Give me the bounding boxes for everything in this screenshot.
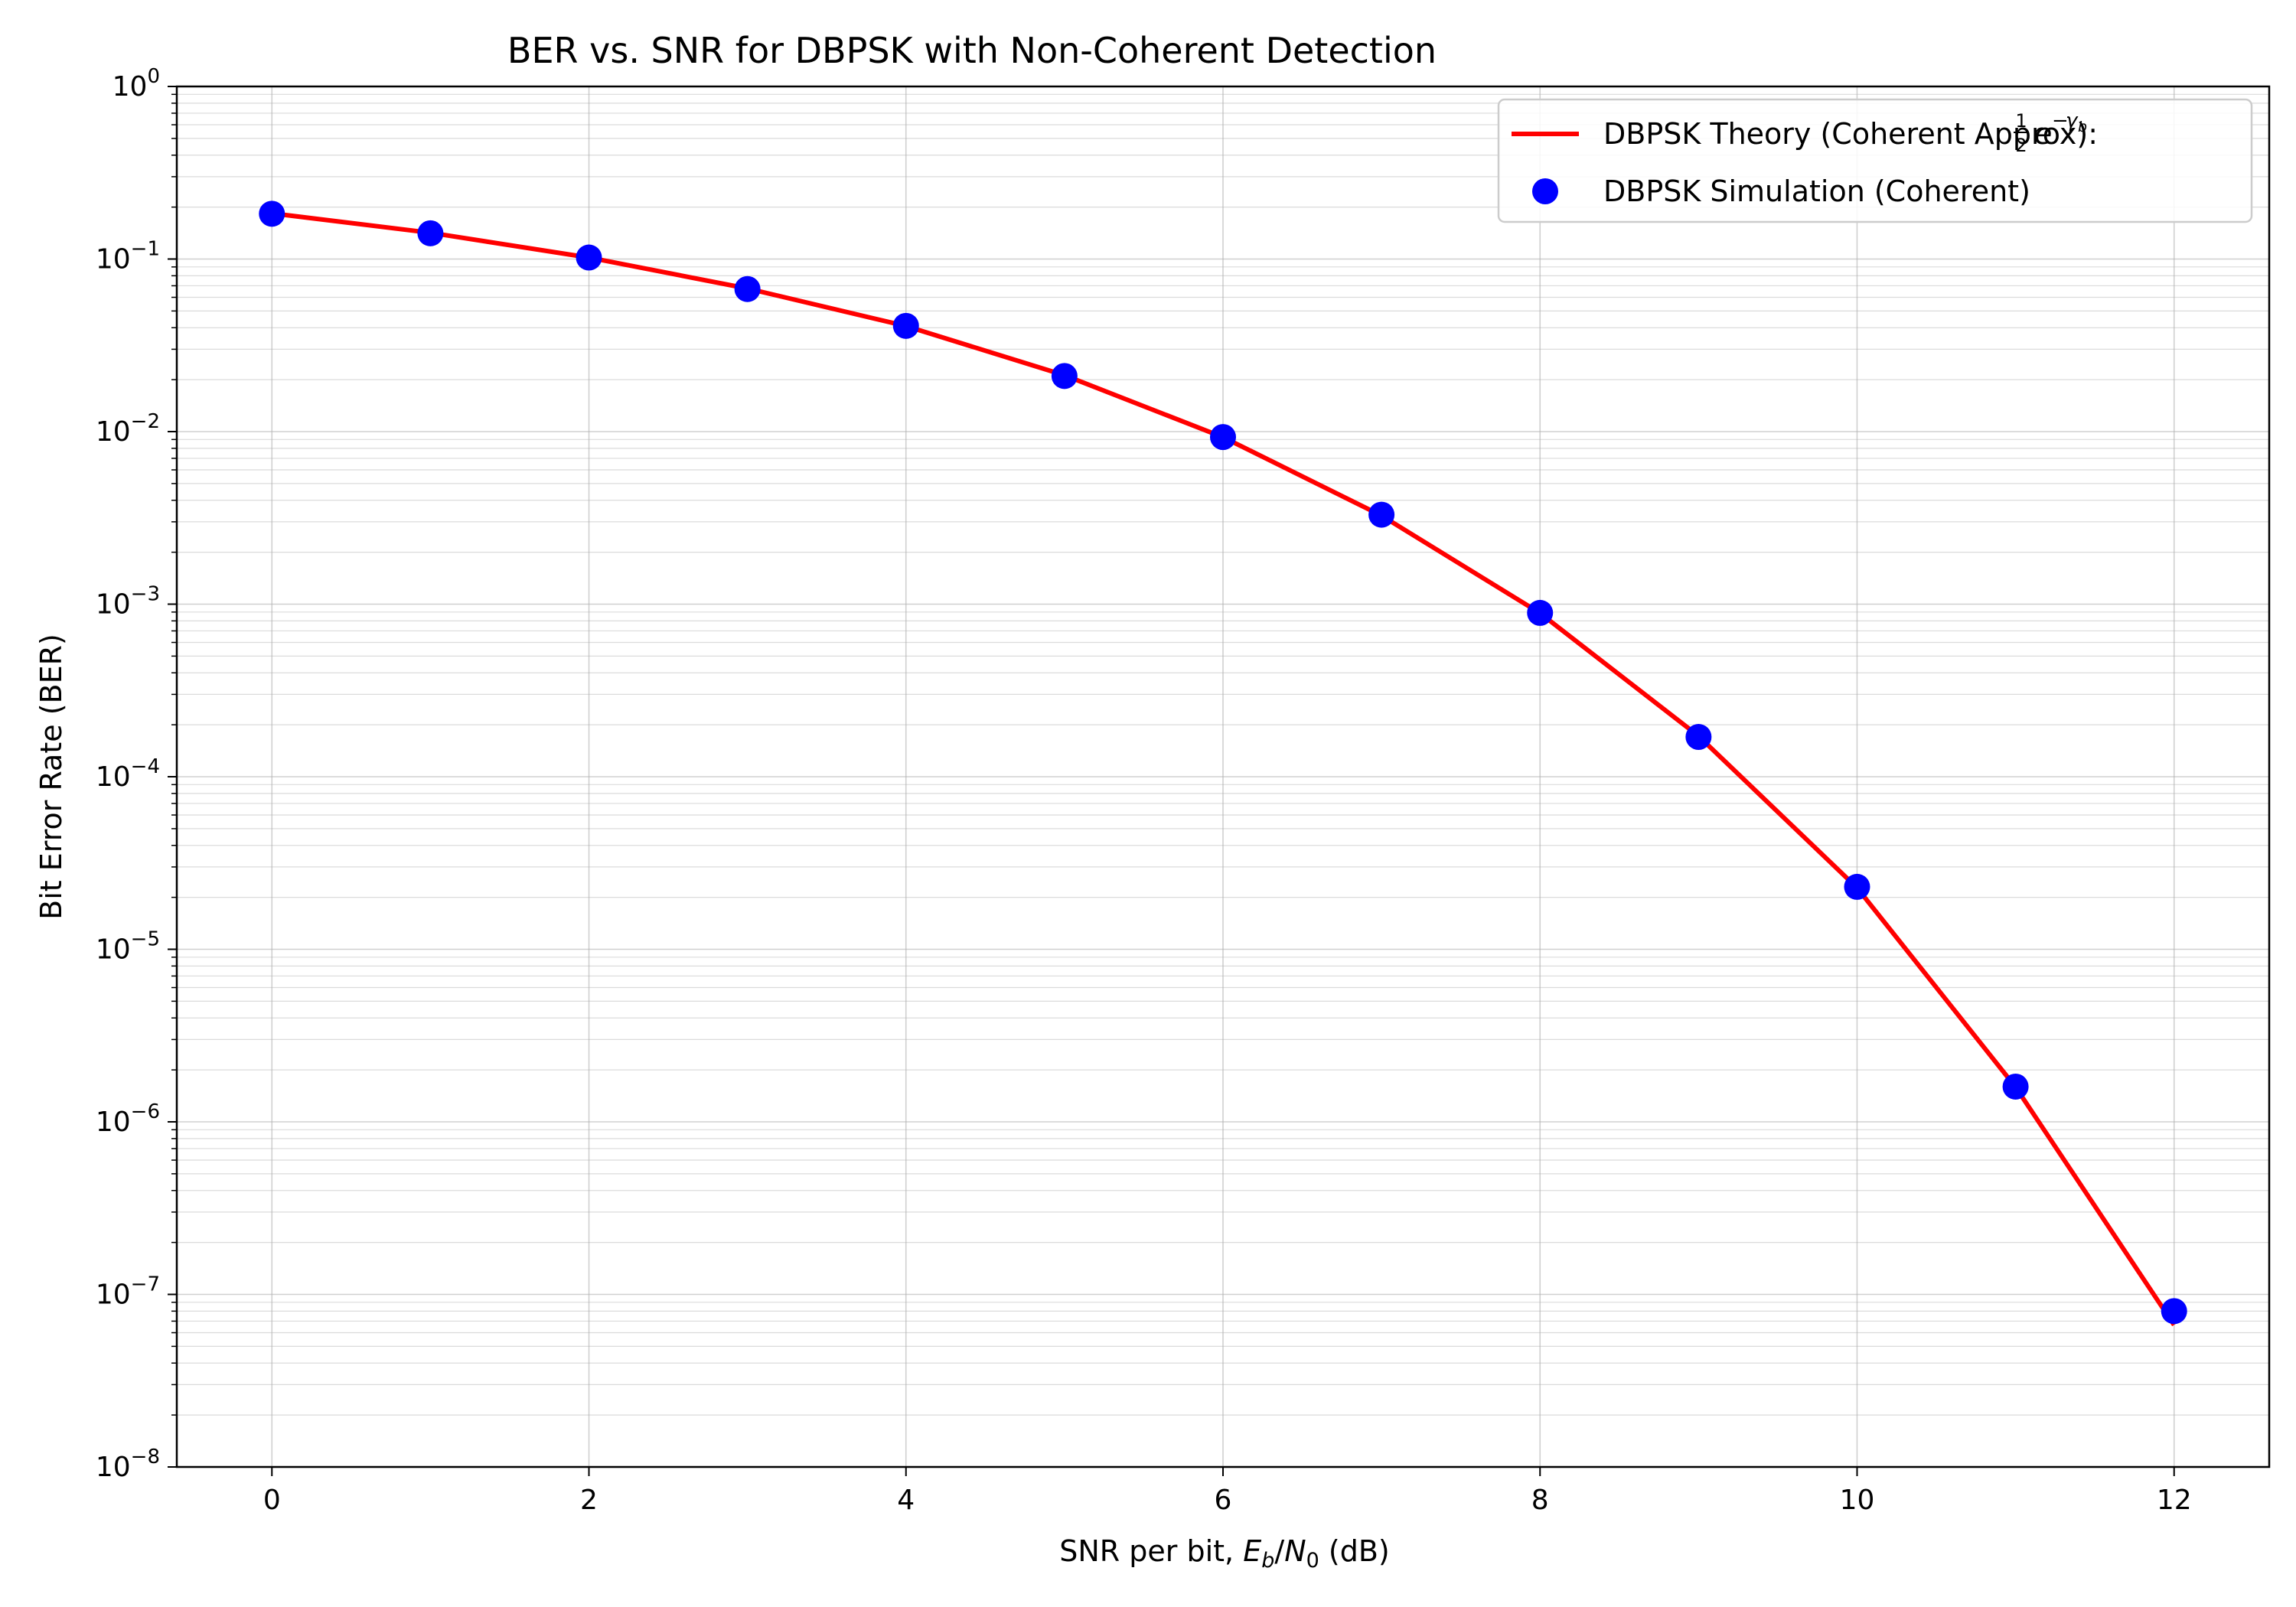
- legend-entry-theory: DBPSK Theory (Coherent Approx):: [1603, 117, 2108, 151]
- y-tick-label: 10−4: [96, 755, 160, 793]
- simulation-point: [417, 220, 444, 246]
- simulation-point: [1844, 873, 1870, 900]
- simulation-point: [1051, 363, 1078, 390]
- simulation-point: [1527, 599, 1554, 626]
- y-tick-label: 10−8: [96, 1446, 160, 1483]
- legend-entry-simulation: DBPSK Simulation (Coherent): [1603, 174, 2030, 208]
- y-tick-label: 10−5: [96, 928, 160, 966]
- x-tick-label: 8: [1531, 1485, 1549, 1516]
- simulation-point: [892, 312, 919, 339]
- y-tick-label: 10−7: [96, 1273, 160, 1311]
- svg-text:−: −: [2052, 109, 2069, 132]
- x-tick-label: 0: [263, 1485, 281, 1516]
- grid-lines: [177, 86, 2269, 1468]
- series-layer: [259, 200, 2187, 1327]
- y-tick-label: 100: [113, 65, 160, 103]
- simulation-point: [576, 244, 602, 271]
- legend-entry-theory-label: DBPSK Theory (Coherent Approx):: [1603, 117, 2098, 151]
- x-tick-label: 12: [2157, 1485, 2192, 1516]
- legend-marker-swatch: [1532, 178, 1558, 204]
- chart-title: BER vs. SNR for DBPSK with Non-Coherent …: [507, 30, 1437, 71]
- legend-box: [1497, 98, 2253, 223]
- svg-text:γ: γ: [2066, 109, 2079, 132]
- x-axis-label-prefix: SNR per bit,: [1059, 1534, 1243, 1568]
- y-axis-label: Bit Error Rate (BER): [34, 634, 68, 920]
- simulation-point: [1685, 724, 1712, 751]
- x-tick-label: 10: [1840, 1485, 1875, 1516]
- y-tick-label: 10−2: [96, 410, 160, 448]
- simulation-point: [2161, 1298, 2187, 1325]
- simulation-point: [259, 200, 285, 227]
- simulation-point: [734, 275, 761, 302]
- x-axis-label: SNR per bit, Eb/N0 (dB): [1059, 1534, 1389, 1573]
- simulation-point: [2002, 1073, 2029, 1100]
- y-tick-label: 10−6: [96, 1100, 160, 1138]
- svg-text:e: e: [2034, 117, 2052, 151]
- x-tick-label: 4: [897, 1485, 915, 1516]
- simulation-point: [1210, 424, 1236, 451]
- x-axis-label-suffix: (dB): [1319, 1534, 1390, 1568]
- x-tick-label: 2: [580, 1485, 598, 1516]
- legend-formula: 1 2 e − γ b: [2014, 109, 2087, 156]
- axis-ticks: 0 2 4 6 8 10 1210−810−710−610−510−410−310−210−…: [96, 65, 2192, 1516]
- svg-text:1: 1: [2015, 110, 2027, 132]
- simulation-point: [1368, 501, 1395, 528]
- y-tick-label: 10−1: [96, 238, 160, 275]
- legend: DBPSK Theory (Coherent Approx): 1 2 e − …: [1497, 98, 2253, 223]
- x-tick-label: 6: [1215, 1485, 1232, 1516]
- svg-text:b: b: [2078, 119, 2087, 135]
- svg-text:2: 2: [2015, 135, 2027, 156]
- y-tick-label: 10−3: [96, 583, 160, 621]
